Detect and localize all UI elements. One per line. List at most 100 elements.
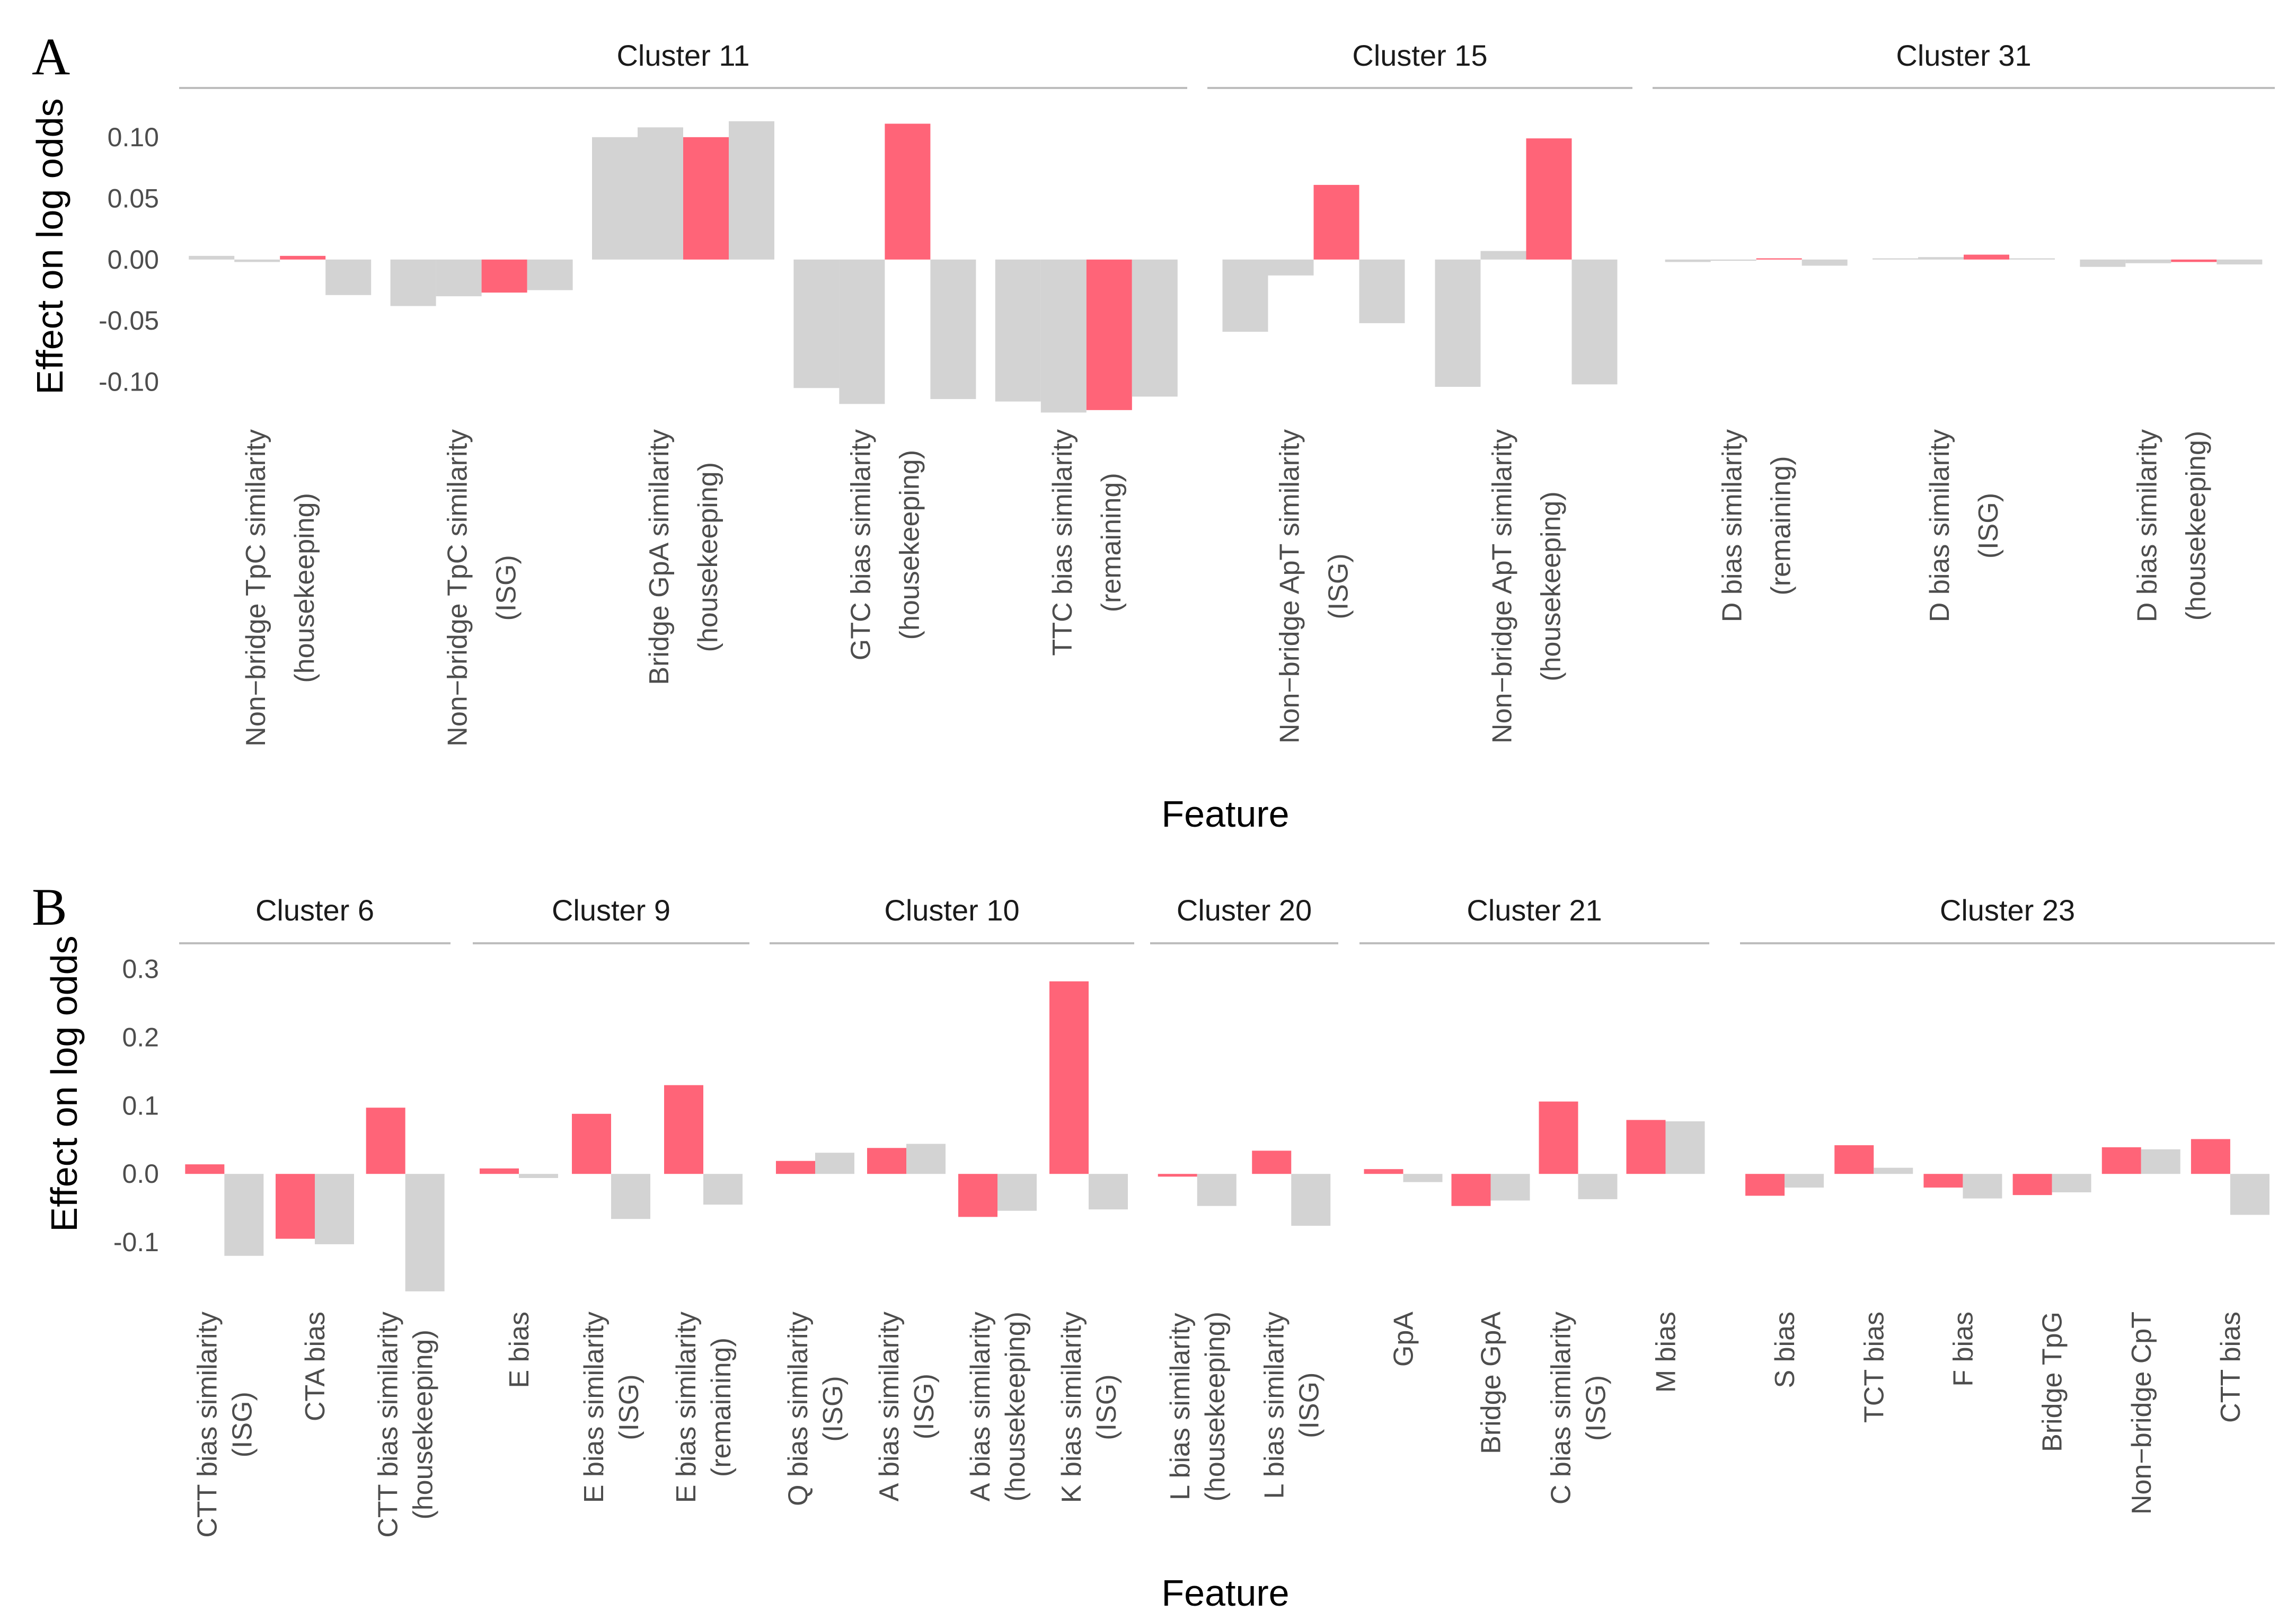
panel-b-bar-highlight: [1834, 1145, 1874, 1174]
panel-b-x-tick-label: Bridge GpA: [1476, 1312, 1507, 1454]
panel-b-bar-highlight: [1049, 981, 1089, 1174]
panel-a-bar: [436, 259, 482, 297]
panel-b-x-tick-label: A bias similarity: [965, 1312, 996, 1501]
panel-b-y-tick-label: 0.3: [122, 954, 159, 984]
panel-b-x-tick-label: CTT bias similarity: [192, 1312, 223, 1538]
panel-b-x-tick-label: GpA: [1389, 1312, 1419, 1367]
panel-b-bar-highlight: [480, 1168, 519, 1174]
panel-b-letter: B: [32, 878, 67, 936]
panel-a-bar-highlight: [481, 259, 527, 293]
panel-b-bar-highlight: [958, 1174, 997, 1217]
panel-a-bar-highlight: [1313, 184, 1359, 260]
panel-a-bar: [1665, 259, 1711, 262]
panel-a-bar-highlight: [1086, 259, 1132, 410]
panel-a-bar: [729, 121, 774, 260]
panel-b-x-tick-label: (ISG): [1581, 1375, 1612, 1441]
panel-b-x-tick-label: L bias similarity: [1165, 1313, 1196, 1500]
panel-b-bar: [405, 1174, 445, 1291]
panel-b-bar-highlight: [2012, 1174, 2052, 1196]
panel-b-y-tick-label: 0.2: [122, 1023, 159, 1052]
panel-b-bar: [997, 1174, 1037, 1211]
panel-a-x-tick-label: (ISG): [1323, 553, 1354, 619]
panel-a-bar: [592, 137, 638, 260]
panel-a-bar: [1222, 259, 1268, 332]
panel-b-bar-highlight: [867, 1148, 906, 1174]
panel-b-x-tick-label: (ISG): [227, 1392, 258, 1457]
panel-a-x-tick-label: (remaining): [1766, 456, 1797, 596]
panel-a-facet-strip-label: Cluster 31: [1896, 39, 2031, 72]
panel-b-x-tick-label: CTA bias: [300, 1312, 331, 1421]
panel-b-bar: [519, 1174, 558, 1178]
panel-a-bar: [1710, 259, 1756, 261]
panel-b-x-tick-label: (housekeeping): [408, 1330, 439, 1519]
panel-b-bar: [2230, 1174, 2269, 1215]
panel-a-bar: [2216, 259, 2263, 265]
panel-a-y-axis-label: Effect on log odds: [29, 98, 70, 394]
panel-a-bar: [839, 259, 885, 404]
panel-b-x-tick-label: M bias: [1651, 1312, 1682, 1393]
panel-b-bar: [906, 1144, 946, 1174]
panel-a-x-tick-label: Non−bridge TpC similarity: [443, 429, 473, 747]
panel-a-x-tick-label: Non−bridge ApT similarity: [1487, 429, 1518, 743]
panel-b-bar-highlight: [1626, 1120, 1666, 1174]
panel-a-x-tick-label: (housekeeping): [289, 493, 320, 683]
panel-a-x-tick-label: (housekeeping): [1536, 491, 1567, 681]
panel-b-bar-highlight: [1923, 1174, 1963, 1188]
panel-b-facet-strip-label: Cluster 23: [1940, 893, 2075, 927]
panel-a-x-tick-label: GTC bias similarity: [845, 429, 876, 660]
panel-a-bar: [390, 259, 436, 306]
panel-b-facet-strip-label: Cluster 9: [552, 893, 670, 927]
panel-b-x-tick-label: CTT bias: [2215, 1312, 2246, 1423]
panel-a-bar: [189, 255, 235, 260]
panel-a-facet-strip-label: Cluster 15: [1352, 39, 1487, 72]
panel-a-y-tick-label: -0.10: [99, 367, 159, 397]
panel-a-plot: 0.10 0.05 0.00 -0.05 -0.10 Cluster 11 Non−brid…: [99, 39, 2275, 747]
panel-a-bar-highlight: [1964, 254, 2009, 260]
panel-a-bar: [2080, 259, 2126, 267]
panel-a-x-tick-label: TTC bias similarity: [1047, 429, 1078, 656]
panel-a-bar-highlight: [683, 137, 729, 260]
panel-b-bar: [1089, 1174, 1128, 1210]
panel-a-y-tick-label: 0.10: [108, 122, 159, 152]
panel-a-bar: [2125, 259, 2171, 263]
panel-b-x-tick-label: TCT bias: [1859, 1312, 1889, 1423]
panel-a-bar: [1918, 257, 1964, 260]
panel-b-x-tick-label: E bias: [504, 1312, 535, 1388]
panel-b-bar: [1197, 1174, 1237, 1206]
panel-b-bar: [815, 1153, 854, 1174]
panel-a-x-tick-label: Non−bridge TpC similarity: [241, 429, 271, 747]
panel-a-bar: [1040, 259, 1087, 413]
panel-a-x-tick-label: D bias similarity: [1924, 429, 1955, 622]
panel-b-facet-strip-label: Cluster 10: [884, 893, 1019, 927]
panel-a-bar: [1132, 259, 1178, 397]
panel-b-x-tick-label: (remaining): [706, 1338, 737, 1477]
panel-a-bar: [995, 259, 1041, 402]
panel-b-x-tick-label: L bias similarity: [1259, 1312, 1290, 1499]
panel-b-bar: [1291, 1174, 1331, 1226]
panel-a-bar: [1359, 259, 1405, 323]
panel-a-y-tick-label: 0.00: [108, 245, 159, 275]
panel-a-x-tick-label: (housekeeping): [894, 450, 925, 640]
panel-a-x-tick-label: D bias similarity: [2132, 429, 2162, 622]
panel-a-bar: [1802, 259, 1848, 266]
panel-b-bar-highlight: [276, 1174, 315, 1239]
panel-b-bar-highlight: [1364, 1169, 1403, 1174]
panel-b-x-tick-label: (ISG): [1294, 1373, 1324, 1438]
panel-b-bar: [1578, 1174, 1618, 1199]
panel-a-bar: [1435, 259, 1481, 387]
panel-a-y-tick-label: -0.05: [99, 306, 159, 335]
panel-b-bar: [703, 1174, 743, 1205]
panel-b-bar-highlight: [1158, 1174, 1197, 1177]
panel-a-y-tick-label: 0.05: [108, 183, 159, 213]
panel-b-x-tick-label: (housekeeping): [1000, 1312, 1031, 1501]
panel-a-x-tick-label: (housekeeping): [693, 462, 723, 652]
panel-a-bar-highlight: [885, 123, 931, 260]
panel-b-x-tick-label: (housekeeping): [1200, 1312, 1231, 1501]
panel-b-x-axis-label: Feature: [1161, 1572, 1289, 1614]
panel-a-bar-highlight: [1526, 138, 1572, 260]
panel-b-bar: [2141, 1149, 2180, 1174]
panel-b-x-tick-label: Q bias similarity: [783, 1312, 814, 1506]
panel-b-bar-highlight: [366, 1108, 405, 1174]
panel-b-x-tick-label: E bias similarity: [671, 1312, 702, 1503]
panel-a-x-tick-label: Bridge GpA similarity: [644, 429, 675, 685]
